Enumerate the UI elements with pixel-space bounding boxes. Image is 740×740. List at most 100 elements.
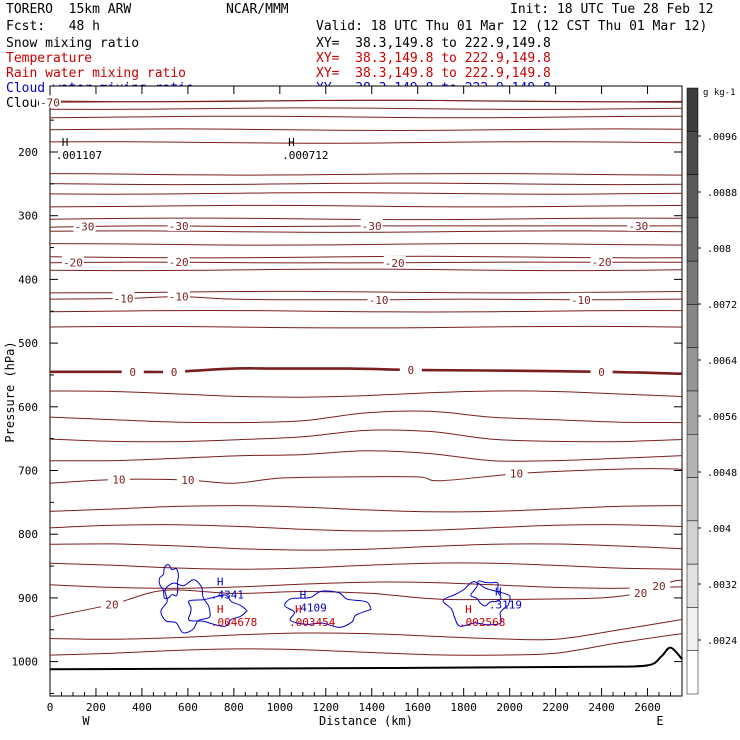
colorbar-tick-label: .0032 xyxy=(707,580,737,591)
cloud-water-contours xyxy=(158,564,511,634)
x-tick-label: 1600 xyxy=(404,701,431,714)
contour-label: -10 xyxy=(369,294,389,307)
colorbar-segment xyxy=(686,347,699,392)
x-tick-label: 2400 xyxy=(588,701,615,714)
contour-label-bg xyxy=(167,255,190,268)
temperature-contour xyxy=(49,115,683,119)
temperature-contour-10 xyxy=(49,468,683,484)
temperature-contour--10 xyxy=(49,296,683,301)
temperature-contour xyxy=(49,619,683,641)
x-tick-label: 600 xyxy=(178,701,198,714)
y-tick-label: 900 xyxy=(18,592,38,605)
cloud-water-contour xyxy=(284,590,372,628)
x-tick-label: 1000 xyxy=(267,701,294,714)
temperature-contour xyxy=(49,524,683,532)
x-tick-label: 1200 xyxy=(313,701,340,714)
colorbar-segment xyxy=(686,390,699,435)
contour-label: -30 xyxy=(362,220,382,233)
x-tick-label: 2600 xyxy=(634,701,661,714)
contour-label-bg xyxy=(101,597,124,610)
temperature-contour xyxy=(49,390,683,398)
contour-label-bg xyxy=(367,292,390,305)
colorbar-segment xyxy=(686,650,699,695)
rain-water-max-label: .004678 xyxy=(211,616,257,629)
y-tick-label: 600 xyxy=(18,401,38,414)
y-tick-label: 200 xyxy=(18,146,38,159)
temperature-contour-0 xyxy=(49,367,683,375)
temperature-contour xyxy=(49,450,683,462)
cloud-water-max-label: .3119 xyxy=(489,598,522,611)
contour-label: 0 xyxy=(598,366,605,379)
contour-label: -10 xyxy=(571,294,591,307)
terrain-line xyxy=(49,646,683,671)
legend-xy: XY= 38.3,149.8 to 222.9,149.8 xyxy=(316,51,551,66)
x-axis-label: Distance (km) xyxy=(319,714,413,728)
temperature-contour xyxy=(49,581,683,589)
colorbar-tick-label: .008 xyxy=(707,244,731,255)
contour-label: -30 xyxy=(628,220,648,233)
colorbar-tick-label: .0056 xyxy=(707,412,737,423)
rain-water-max-label: .002568 xyxy=(459,616,505,629)
x-tick-label: 0 xyxy=(47,701,54,714)
temperature-contour--30 xyxy=(49,225,683,228)
colorbar-segment xyxy=(686,217,699,262)
rain-water-max-label: .003454 xyxy=(289,616,336,629)
contour-label: -20 xyxy=(63,257,83,270)
contour-label-bg xyxy=(383,255,406,268)
x-tick-label: 2000 xyxy=(496,701,523,714)
contour-label-bg xyxy=(590,364,613,377)
contour-label: 20 xyxy=(652,580,665,593)
contour-label-bg xyxy=(112,291,135,304)
x-tick-label: 1400 xyxy=(358,701,385,714)
axis-ticks: 0 200 400 600 800 1000 1200 1400 1600 1800 2000 220… xyxy=(12,86,683,714)
plot-frame xyxy=(49,85,683,697)
x-tick-label: 200 xyxy=(86,701,106,714)
contour-label-bg xyxy=(167,218,190,231)
x-tick-label: 400 xyxy=(132,701,152,714)
cloud-water-contour xyxy=(158,564,179,600)
temperature-contours: -70 -30 -30 -30 -30 -20 -20 -20 -20 -10 -10 -10 -10 0… xyxy=(39,95,683,656)
cloud-water-high-marker: H xyxy=(495,585,502,598)
temperature-contour--20 xyxy=(49,261,682,264)
colorbar-segment xyxy=(686,520,699,565)
west-label: W xyxy=(82,714,90,728)
colorbar: .0024 .0032 .004 .0048 .0056 .0064 .0072 .008 .0… xyxy=(686,87,737,695)
colorbar-tick-label: .0048 xyxy=(707,468,737,479)
contour-label-bg xyxy=(629,585,652,598)
temperature-contour xyxy=(49,410,683,424)
contour-label-bg xyxy=(399,362,422,375)
contour-label: -30 xyxy=(169,220,189,233)
cloud-water-max-label: .4341 xyxy=(211,589,244,602)
temperature-contour xyxy=(49,192,683,195)
contour-label-bg xyxy=(590,255,613,268)
temperature-contour--70 xyxy=(49,99,683,103)
header-org: NCAR/MMM xyxy=(226,2,289,17)
contour-label-bg xyxy=(569,292,592,305)
contour-label: 0 xyxy=(171,366,178,379)
contour-label: 10 xyxy=(112,473,125,486)
contour-label-bg xyxy=(176,473,199,486)
colorbar-unit: g kg-1 xyxy=(703,88,736,98)
rain-water-high-marker: H xyxy=(465,603,472,616)
temperature-contour xyxy=(49,128,683,131)
rain-water-high-marker: H xyxy=(295,603,302,616)
contour-label: 0 xyxy=(129,366,136,379)
contour-label: -20 xyxy=(169,256,189,269)
temperature-contour xyxy=(49,505,683,513)
snow-max-label: .000712 xyxy=(282,149,328,162)
contour-label: -10 xyxy=(169,291,189,304)
cloud-water-contour xyxy=(187,594,248,627)
colorbar-tick-label: .0024 xyxy=(707,636,737,647)
temperature-contour xyxy=(49,429,683,443)
contour-label: 10 xyxy=(181,474,194,487)
temperature-contour xyxy=(49,562,683,570)
snow-max-label: .001107 xyxy=(56,149,102,162)
cloud-water-max-label: .4109 xyxy=(294,601,327,614)
contour-label: -20 xyxy=(592,256,612,269)
contour-label-bg xyxy=(73,219,96,232)
rain-water-high-marker: H xyxy=(217,603,224,616)
contour-label: 20 xyxy=(634,587,647,600)
header-valid: Valid: 18 UTC Thu 01 Mar 12 (12 CST Thu … xyxy=(316,19,708,34)
